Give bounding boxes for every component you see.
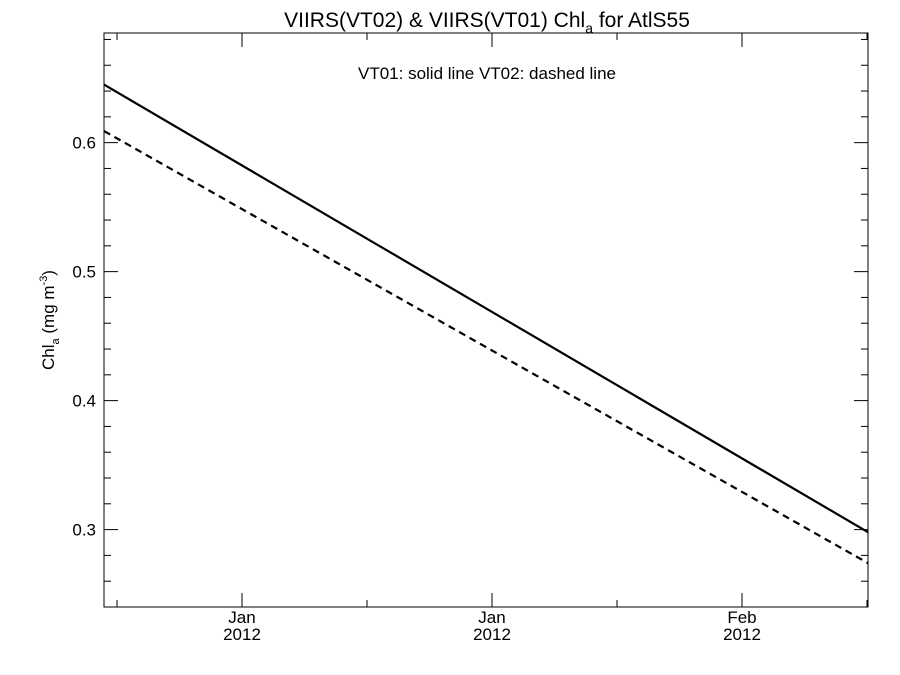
- x-tick-label-month: Jan: [478, 608, 505, 627]
- legend-annotation: VT01: solid line VT02: dashed line: [358, 64, 616, 83]
- y-axis-label-superscript: -3: [38, 276, 50, 286]
- series-line-vt01: [103, 83, 869, 534]
- x-tick-label-year: 2012: [723, 625, 761, 644]
- series-line-vt02: [103, 130, 869, 565]
- x-tick-label-year: 2012: [473, 625, 511, 644]
- y-tick-label: 0.4: [72, 392, 96, 411]
- x-tick-label-year: 2012: [223, 625, 261, 644]
- chart-title-end: for AtlS55: [593, 9, 690, 32]
- series-lines: [103, 83, 869, 565]
- y-axis-label-end: ): [39, 270, 58, 276]
- x-tick-label-month: Feb: [727, 608, 756, 627]
- y-axis-label-main: Chl: [39, 344, 58, 370]
- y-axis-label-units: (mg m: [39, 285, 58, 338]
- plot-frame: [103, 32, 869, 608]
- chart-title-main: VIIRS(VT02) & VIIRS(VT01) Chl: [284, 9, 585, 32]
- x-tick-label-month: Jan: [228, 608, 255, 627]
- y-axis-label: Chla (mg m-3): [38, 270, 62, 370]
- y-tick-label: 0.6: [72, 134, 96, 153]
- y-tick-label: 0.5: [72, 263, 96, 282]
- y-axis-label-subscript: a: [50, 337, 62, 344]
- chart-title-subscript: a: [585, 20, 593, 36]
- chart-title: VIIRS(VT02) & VIIRS(VT01) Chla for AtlS5…: [284, 9, 690, 36]
- y-ticks: 0.3 0.4 0.5 0.6: [72, 38, 868, 608]
- y-tick-label: 0.3: [72, 521, 96, 540]
